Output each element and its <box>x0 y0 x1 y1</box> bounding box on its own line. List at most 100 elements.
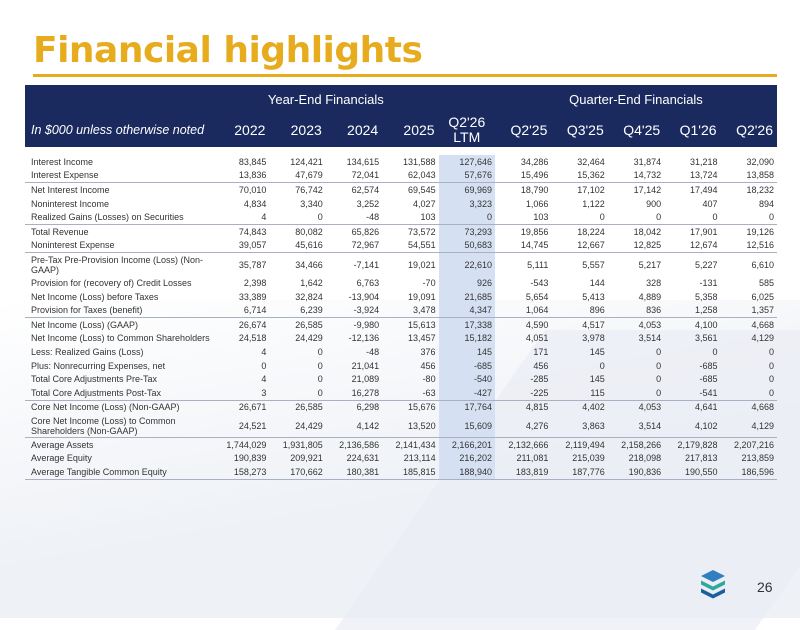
value-cell: 72,041 <box>351 170 380 181</box>
row-label: Interest Expense <box>31 170 99 181</box>
value-cell: 72,967 <box>351 240 380 251</box>
value-cell: 1,258 <box>695 305 718 316</box>
financial-table-container: Year-End Financials Quarter-End Financia… <box>25 85 777 480</box>
value-cell: 0 <box>656 360 662 371</box>
row-label: Average Equity <box>31 453 92 464</box>
value-cell: 3 <box>261 387 267 398</box>
value-cell: 18,790 <box>494 182 552 197</box>
value-cell: 15,676 <box>382 399 439 415</box>
table-row: Plus: Nonrecurring Expenses, net 0 0 21,041… <box>25 358 777 373</box>
value-cell: 32,464 <box>577 156 605 167</box>
table-row: Net Income (Loss) before Taxes 33,389 32,8… <box>25 289 777 304</box>
title-underline <box>33 74 777 77</box>
value-cell: -685 <box>699 360 718 371</box>
value-cell: 76,742 <box>269 182 326 197</box>
ltm-value-cell: -427 <box>438 385 495 400</box>
ltm-value-cell: 57,676 <box>438 168 495 183</box>
value-cell: 4,668 <box>720 316 777 332</box>
value-cell: 5,217 <box>607 252 665 277</box>
value-cell: 900 <box>646 198 662 209</box>
value-cell: 62,574 <box>325 182 383 197</box>
value-cell: 31,218 <box>690 156 718 167</box>
ltm-value-cell: 17,338 <box>438 316 495 332</box>
value-cell: 3,340 <box>300 198 323 209</box>
value-cell: 6,714 <box>243 305 267 316</box>
value-cell: 456 <box>533 360 549 371</box>
row-label: Noninterest Expense <box>31 240 115 251</box>
value-cell: 17,494 <box>664 182 721 197</box>
value-cell: 0 <box>261 360 267 371</box>
value-cell: 34,286 <box>520 156 549 167</box>
column-header: Q2'25 <box>494 113 552 147</box>
value-cell: 3,252 <box>356 198 380 209</box>
value-cell: 14,745 <box>520 240 549 251</box>
value-cell: 2,136,586 <box>325 437 383 452</box>
value-cell: 0 <box>317 387 323 398</box>
value-cell: 34,466 <box>269 252 326 277</box>
value-cell: 3,514 <box>638 420 662 431</box>
value-cell: 2,207,216 <box>720 437 777 452</box>
value-cell: 0 <box>656 346 662 357</box>
value-cell: 115 <box>590 387 605 398</box>
value-cell: 5,413 <box>582 291 605 302</box>
value-cell: 2,398 <box>243 277 267 288</box>
ltm-value-cell: 15,609 <box>438 414 495 438</box>
value-cell: 12,674 <box>690 240 718 251</box>
value-cell: 0 <box>317 360 323 371</box>
ltm-value-cell: 21,685 <box>438 289 495 304</box>
table-row: Pre-Tax Pre-Provision Income (Loss) (Non… <box>25 252 777 277</box>
table-row: Average Assets 1,744,029 1,931,805 2,136,58… <box>25 437 777 452</box>
row-label: Less: Realized Gains (Loss) <box>31 346 144 357</box>
value-cell: 17,901 <box>664 223 721 239</box>
value-cell: -7,141 <box>325 252 383 277</box>
value-cell: 13,724 <box>690 170 718 181</box>
column-header: Q3'25 <box>551 113 608 147</box>
value-cell: 158,273 <box>213 465 270 480</box>
value-cell: 4,129 <box>751 420 774 431</box>
value-cell: 0 <box>768 212 774 223</box>
value-cell: 0 <box>317 346 323 357</box>
value-cell: 62,043 <box>408 170 436 181</box>
value-cell: 4,668 <box>720 399 777 415</box>
ltm-value-cell: 3,323 <box>438 196 495 211</box>
value-cell: -80 <box>422 374 436 385</box>
value-cell: 0 <box>712 212 718 223</box>
value-cell: 103 <box>533 212 549 223</box>
row-label: Net Income (Loss) (GAAP) <box>25 316 214 332</box>
column-header: Q4'25 <box>607 113 665 147</box>
table-row: Less: Realized Gains (Loss) 4 0 -48 376 145 17… <box>25 345 777 359</box>
value-cell: 3,863 <box>582 420 605 431</box>
value-cell: 12,516 <box>746 240 774 251</box>
value-cell: 5,111 <box>494 252 552 277</box>
value-cell: 4,590 <box>494 316 552 332</box>
value-cell: 5,654 <box>525 291 549 302</box>
table-row: Net Interest Income 70,010 76,742 62,574 69,… <box>25 182 777 197</box>
group-header-quarter-end: Quarter-End Financials <box>494 85 777 113</box>
value-cell: 17,102 <box>551 182 608 197</box>
value-cell: 187,776 <box>551 465 608 480</box>
ltm-value-cell: 2,166,201 <box>438 437 495 452</box>
table-row: Realized Gains (Losses) on Securities 4 0 -… <box>25 210 777 225</box>
value-cell: 12,825 <box>633 240 662 251</box>
value-cell: 4,027 <box>413 198 436 209</box>
value-cell: 456 <box>420 360 436 371</box>
value-cell: 4,053 <box>607 399 665 415</box>
value-cell: 836 <box>646 305 662 316</box>
value-cell: -541 <box>699 387 718 398</box>
value-cell: 45,616 <box>295 240 323 251</box>
table-row: Net Income (Loss) to Common Shareholders… <box>25 331 777 346</box>
value-cell: 13,858 <box>746 170 774 181</box>
value-cell: -685 <box>699 374 718 385</box>
value-cell: 6,610 <box>720 252 777 277</box>
table-row: Noninterest Income 4,834 3,340 3,252 4,027 3,… <box>25 196 777 211</box>
value-cell: 896 <box>589 305 605 316</box>
column-header: Q2'26 <box>720 113 777 147</box>
ltm-value-cell: -685 <box>438 358 495 373</box>
column-header: 2024 <box>325 113 383 147</box>
value-cell: 4,889 <box>638 291 662 302</box>
column-header: 2023 <box>269 113 326 147</box>
value-cell: 4,100 <box>664 316 721 332</box>
column-header: 2025 <box>382 113 439 147</box>
value-cell: 14,732 <box>633 170 662 181</box>
ltm-value-cell: 69,969 <box>438 182 495 197</box>
